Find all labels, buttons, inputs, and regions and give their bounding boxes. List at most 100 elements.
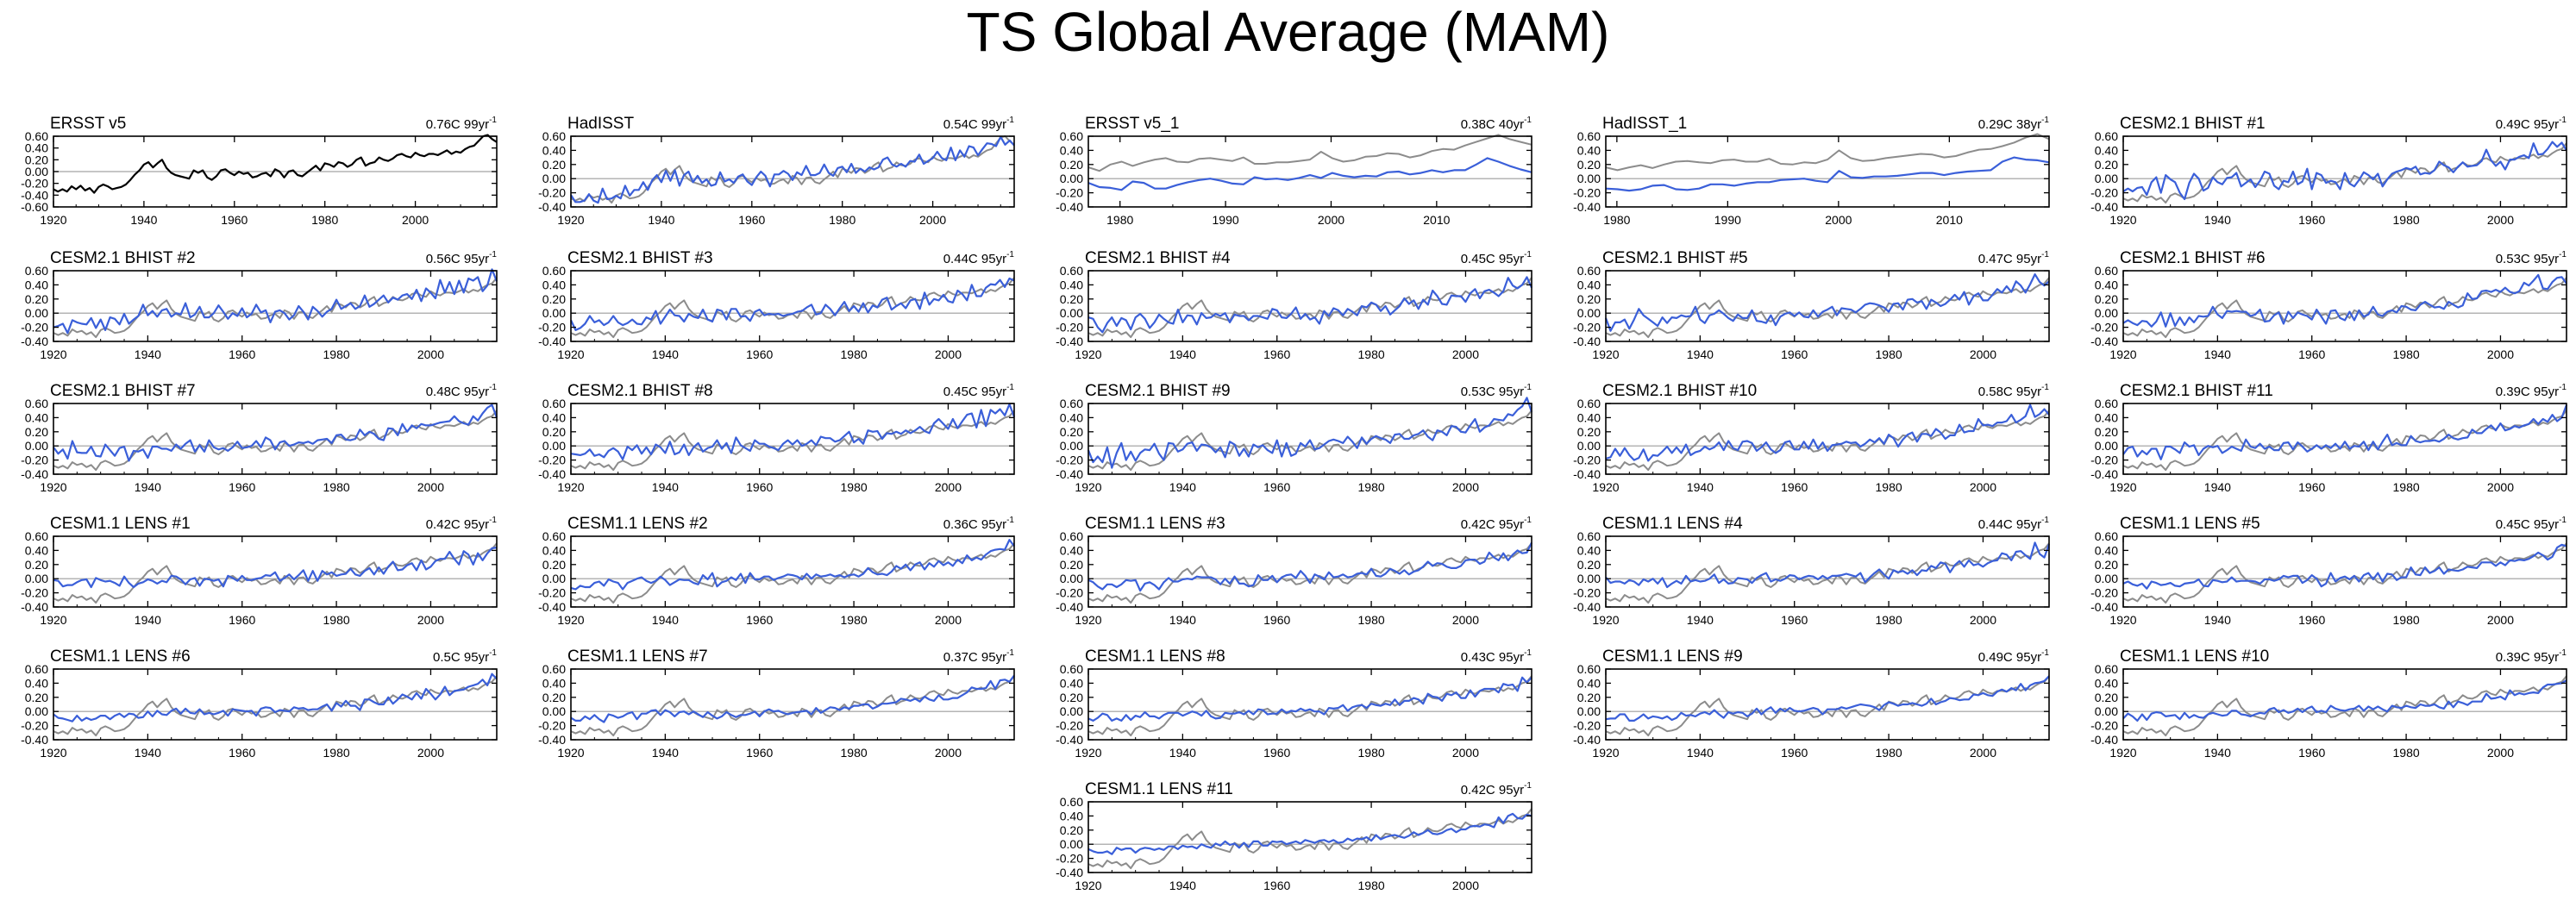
panel-title: CESM1.1 LENS #3 [1085, 515, 1225, 533]
x-tick-label: 1940 [2204, 213, 2231, 227]
y-tick-label: 0.00 [25, 439, 48, 453]
series-line [2122, 273, 2567, 328]
trend-stat: 0.49C 95yr-1 [2496, 116, 2567, 132]
y-tick-label: 0.20 [1577, 158, 1601, 172]
panel-1: ERSST v5 0.76C 99yr-1 0.600.400.200.00-0.2… [21, 115, 498, 227]
y-tick-label: 0.20 [25, 292, 48, 306]
trend-stat: 0.44C 95yr-1 [943, 250, 1015, 266]
y-tick-label: 0.20 [1577, 425, 1601, 439]
x-tick-label: 1960 [2298, 746, 2325, 760]
y-tick-label: 0.40 [2095, 676, 2118, 690]
trend-stat-value: 0.43C 95yr [1461, 650, 1524, 665]
y-tick-label: 0.40 [542, 143, 566, 157]
reference-series-line [53, 410, 498, 472]
y-tick-label: -0.20 [1573, 719, 1601, 733]
trend-stat-exponent: -1 [1006, 516, 1014, 525]
y-tick-label: -0.20 [1573, 321, 1601, 335]
x-tick-label: 2000 [1318, 213, 1344, 227]
y-tick-label: -0.20 [538, 321, 566, 335]
x-tick-label: 1920 [40, 746, 66, 760]
trend-stat-value: 0.56C 95yr [426, 252, 489, 266]
x-tick-label: 1940 [2204, 480, 2231, 494]
x-tick-label: 2000 [1452, 347, 1479, 361]
plot-frame [2122, 135, 2567, 208]
y-tick-label: -0.40 [1573, 467, 1601, 481]
trend-stat: 0.38C 40yr-1 [1461, 116, 1532, 132]
y-tick-label: 0.00 [1060, 306, 1083, 320]
y-tick-label: 0.20 [2095, 558, 2118, 572]
x-tick-label: 1960 [1781, 480, 1808, 494]
panel-20: CESM1.1 LENS #5 0.45C 95yr-10.600.400.200… [2090, 515, 2567, 627]
x-tick-label: 2000 [2487, 213, 2514, 227]
x-tick-label: 2000 [417, 746, 444, 760]
trend-stat-value: 0.47C 95yr [1978, 252, 2041, 266]
y-tick-label: 0.00 [25, 704, 48, 718]
reference-series-line [1605, 410, 2050, 472]
y-tick-label: 0.00 [542, 439, 566, 453]
y-tick-label: 0.40 [542, 676, 566, 690]
trend-stat-value: 0.42C 95yr [1461, 783, 1524, 798]
trend-stat-value: 0.49C 95yr [1978, 650, 2041, 665]
series-line [53, 547, 498, 589]
x-tick-label: 2000 [2487, 746, 2514, 760]
y-tick-label: -0.20 [1056, 186, 1083, 200]
panel-title: ERSST v5_1 [1085, 115, 1179, 133]
x-tick-label: 1940 [1169, 480, 1196, 494]
x-tick-label: 1980 [1358, 613, 1385, 627]
y-tick-label: -0.20 [1573, 454, 1601, 467]
y-tick-label: -0.40 [2090, 200, 2118, 214]
x-tick-label: 2000 [919, 213, 946, 227]
plot-frame [1087, 270, 1532, 342]
y-tick-label: 0.00 [1060, 439, 1083, 453]
plot-frame [1605, 535, 2050, 608]
panel-10: CESM2.1 BHIST #6 0.53C 95yr-1 0.600.400.20… [2090, 249, 2567, 361]
y-tick-label: 0.20 [542, 158, 566, 172]
x-tick-label: 1920 [1592, 480, 1619, 494]
trend-stat-value: 0.44C 95yr [943, 252, 1006, 266]
panel-17: CESM1.1 LENS #2 0.36C 95yr-10.600.400.200… [538, 515, 1015, 627]
y-tick-label: 0.00 [542, 704, 566, 718]
y-tick-label: 0.20 [25, 558, 48, 572]
y-tick-label: -0.40 [2090, 467, 2118, 481]
trend-stat-exponent: -1 [1006, 116, 1014, 125]
reference-series-line [1087, 134, 1532, 172]
y-tick-label: 0.60 [25, 264, 48, 278]
y-tick-label: 0.20 [542, 292, 566, 306]
y-tick-label: 0.20 [2095, 425, 2118, 439]
panel-title: CESM2.1 BHIST #10 [1602, 382, 1757, 400]
x-tick-label: 1940 [130, 213, 157, 227]
y-tick-label: -0.20 [1056, 454, 1083, 467]
x-tick-label: 1920 [1075, 746, 1101, 760]
trend-stat-exponent: -1 [489, 648, 497, 658]
y-tick-label: 0.40 [542, 278, 566, 291]
x-tick-label: 1960 [229, 613, 255, 627]
trend-stat-exponent: -1 [2041, 250, 2049, 260]
trend-stat-value: 0.39C 95yr [2496, 385, 2559, 399]
y-tick-label: 0.60 [542, 662, 566, 676]
reference-series-line [2122, 675, 2567, 737]
trend-stat-value: 0.45C 95yr [943, 385, 1006, 399]
y-tick-label: 0.40 [2095, 543, 2118, 557]
y-tick-label: -0.40 [21, 335, 48, 348]
panel-7: CESM2.1 BHIST #3 0.44C 95yr-1 0.600.400.20… [538, 249, 1015, 361]
trend-stat-value: 0.37C 95yr [943, 650, 1006, 665]
y-tick-label: -0.40 [2090, 335, 2118, 348]
y-tick-label: 0.00 [1577, 704, 1601, 718]
trend-stat-exponent: -1 [1524, 516, 1532, 525]
x-tick-label: 1980 [829, 213, 856, 227]
plot-frame [570, 270, 1015, 342]
y-tick-label: 0.40 [1060, 676, 1083, 690]
x-tick-label: 1980 [1876, 347, 1902, 361]
panel-title: CESM2.1 BHIST #4 [1085, 249, 1231, 267]
panel-title: CESM2.1 BHIST #7 [50, 382, 196, 400]
y-tick-label: 0.40 [1060, 278, 1083, 291]
x-tick-label: 2000 [935, 746, 962, 760]
panel-title: CESM1.1 LENS #5 [2120, 515, 2260, 533]
x-tick-label: 1940 [1169, 347, 1196, 361]
y-tick-label: 0.40 [25, 676, 48, 690]
y-tick-label: -0.40 [1056, 600, 1083, 614]
x-tick-label: 1940 [1169, 746, 1196, 760]
trend-stat: 0.45C 95yr-1 [943, 383, 1015, 399]
trend-stat-value: 0.5C 95yr [433, 650, 489, 665]
panel-title: CESM2.1 BHIST #2 [50, 249, 196, 267]
